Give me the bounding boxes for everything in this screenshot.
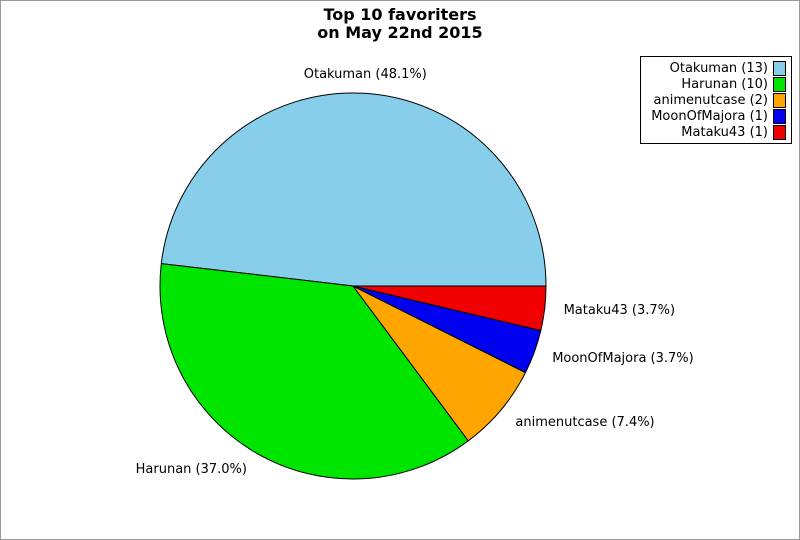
legend-swatch-animenutcase bbox=[773, 92, 786, 108]
slice-label-moonofmajora: MoonOfMajora (3.7%) bbox=[552, 351, 694, 366]
pie-slice-otakuman bbox=[160, 92, 547, 287]
legend-swatch-mataku43 bbox=[773, 124, 786, 140]
legend-swatch-moonofmajora bbox=[773, 108, 786, 124]
legend-label: animenutcase (2) bbox=[653, 92, 769, 108]
legend-label: Harunan (10) bbox=[681, 76, 768, 92]
slice-label-harunan: Harunan (37.0%) bbox=[136, 462, 247, 477]
legend-label: Otakuman (13) bbox=[669, 60, 768, 76]
pie-slice-mataku43 bbox=[352, 285, 547, 332]
slice-label-mataku43: Mataku43 (3.7%) bbox=[564, 303, 675, 318]
slice-label-animenutcase: animenutcase (7.4%) bbox=[515, 415, 654, 430]
slice-label-otakuman: Otakuman (48.1%) bbox=[304, 67, 427, 82]
legend-label: Mataku43 (1) bbox=[681, 124, 768, 140]
legend-item-moonofmajora: MoonOfMajora (1) bbox=[651, 108, 786, 124]
chart-title: Top 10 favoriters on May 22nd 2015 bbox=[1, 6, 799, 42]
chart-title-line2: on May 22nd 2015 bbox=[317, 23, 483, 42]
legend-item-harunan: Harunan (10) bbox=[651, 76, 786, 92]
legend-item-mataku43: Mataku43 (1) bbox=[651, 124, 786, 140]
legend: Otakuman (13) Harunan (10) animenutcase (2… bbox=[640, 56, 792, 144]
chart-title-line1: Top 10 favoriters bbox=[323, 5, 477, 24]
legend-swatch-harunan bbox=[773, 76, 786, 92]
legend-item-otakuman: Otakuman (13) bbox=[651, 60, 786, 76]
legend-label: MoonOfMajora (1) bbox=[651, 108, 768, 124]
pie-slice-harunan bbox=[159, 263, 469, 480]
legend-swatch-otakuman bbox=[773, 60, 786, 76]
legend-item-animenutcase: animenutcase (2) bbox=[651, 92, 786, 108]
